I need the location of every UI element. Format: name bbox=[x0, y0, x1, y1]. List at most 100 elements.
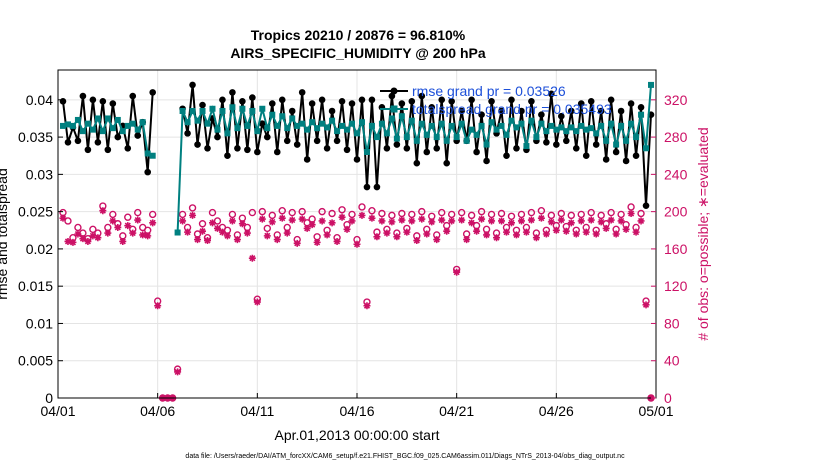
obs-evaluated-mark bbox=[318, 217, 326, 225]
obs-evaluated-mark bbox=[213, 224, 221, 232]
obs-evaluated-mark bbox=[348, 217, 356, 225]
obs-evaluated-point bbox=[587, 216, 595, 224]
rmse-point bbox=[264, 133, 271, 141]
obs-possible-point bbox=[557, 209, 566, 218]
obs-evaluated-mark bbox=[189, 211, 197, 219]
left-tick-label: 0.02 bbox=[26, 241, 53, 257]
obs-possible-point bbox=[258, 207, 267, 216]
totalspread-point bbox=[413, 137, 420, 144]
obs-evaluated-point bbox=[114, 223, 122, 231]
rmse-point bbox=[94, 139, 102, 146]
obs-possible-point bbox=[408, 210, 416, 219]
obs-evaluated-mark bbox=[199, 227, 207, 235]
obs-evaluated-mark bbox=[363, 302, 371, 310]
obs-evaluated-point bbox=[233, 236, 241, 244]
obs-evaluated-mark bbox=[542, 230, 550, 238]
totalspread-point bbox=[214, 126, 221, 133]
legend: rmse grand pr = 0.03526 totalspread gran… bbox=[380, 83, 612, 117]
right-y-axis: 0 40 80 120 160 200 240 280 320 bbox=[651, 92, 688, 406]
obs-evaluated-point bbox=[547, 218, 555, 226]
totalspread-point bbox=[623, 137, 630, 144]
rmse-point bbox=[373, 183, 381, 191]
totalspread-point bbox=[64, 121, 71, 128]
totalspread-point bbox=[264, 125, 271, 132]
rmse-point bbox=[543, 139, 550, 146]
obs-evaluated-point bbox=[478, 215, 486, 223]
rmse-point bbox=[323, 144, 331, 152]
obs-evaluated-point bbox=[174, 368, 182, 376]
rmse-point bbox=[513, 144, 520, 152]
totalspread-point bbox=[339, 122, 346, 129]
x-axis: 04/01 04/06 04/11 04/16 04/21 04/26 05/01 bbox=[40, 393, 674, 419]
obs-evaluated-point bbox=[258, 215, 266, 223]
totalspread-point bbox=[194, 117, 201, 124]
totalspread-point bbox=[533, 134, 540, 141]
totalspread-point bbox=[134, 126, 141, 133]
obs-evaluated-point bbox=[268, 218, 276, 226]
obs-evaluated-point bbox=[223, 232, 231, 240]
obs-evaluated-mark bbox=[423, 230, 431, 238]
totalspread-point bbox=[229, 104, 236, 111]
right-tick-label: 240 bbox=[664, 166, 688, 182]
obs-evaluated-mark bbox=[74, 230, 82, 238]
totalspread-point bbox=[344, 126, 351, 133]
totalspread-point bbox=[593, 130, 600, 137]
totalspread-point bbox=[543, 128, 550, 135]
obs-evaluated-mark bbox=[642, 301, 650, 309]
totalspread-point bbox=[334, 128, 341, 135]
obs-evaluated-mark bbox=[498, 217, 506, 225]
obs-evaluated-mark bbox=[552, 226, 560, 234]
obs-evaluated-point bbox=[278, 214, 286, 222]
obs-evaluated-mark bbox=[124, 222, 132, 230]
obs-evaluated-point bbox=[517, 217, 525, 225]
totalspread-point bbox=[329, 117, 336, 124]
totalspread-point bbox=[219, 108, 226, 114]
totalspread-point bbox=[239, 105, 246, 112]
obs-evaluated-point bbox=[368, 214, 376, 222]
obs-possible-point bbox=[577, 210, 585, 219]
legend-rmse-marker bbox=[390, 87, 398, 95]
obs-evaluated-mark bbox=[313, 238, 321, 246]
totalspread-point bbox=[289, 115, 296, 122]
rmse-point bbox=[363, 183, 371, 191]
totalspread-point bbox=[304, 126, 311, 133]
totalspread-point bbox=[463, 137, 470, 144]
totalspread-point bbox=[598, 122, 605, 129]
obs-evaluated-point bbox=[592, 230, 600, 238]
obs-evaluated-point bbox=[89, 232, 97, 240]
obs-evaluated-point bbox=[468, 219, 476, 227]
totalspread-point bbox=[363, 149, 370, 155]
rmse-point bbox=[273, 148, 281, 156]
rmse-point bbox=[563, 137, 570, 145]
right-tick-label: 200 bbox=[664, 204, 688, 220]
totalspread-point bbox=[114, 116, 121, 123]
x-tick-label: 04/11 bbox=[240, 403, 274, 419]
obs-evaluated-point bbox=[383, 229, 391, 237]
obs-evaluated-point bbox=[637, 217, 645, 225]
obs-evaluated-mark bbox=[597, 218, 605, 226]
totalspread-point bbox=[358, 119, 365, 126]
totalspread-point bbox=[498, 122, 505, 129]
x-tick-label: 04/01 bbox=[40, 403, 75, 419]
obs-evaluated-mark bbox=[323, 231, 331, 239]
totalspread-point bbox=[299, 120, 306, 127]
x-tick-label: 04/16 bbox=[339, 403, 374, 419]
rmse-point bbox=[254, 148, 261, 156]
rmse-point bbox=[288, 107, 296, 115]
rmse-point bbox=[448, 98, 455, 105]
obs-evaluated-point bbox=[204, 237, 211, 245]
obs-evaluated-mark bbox=[253, 298, 261, 306]
legend-totalspread-label: totalspread grand pr = 0.035493 bbox=[412, 101, 612, 117]
obs-possible-point bbox=[607, 208, 615, 217]
obs-possible-point bbox=[348, 210, 356, 219]
obs-evaluated-point bbox=[448, 217, 456, 225]
rmse-point bbox=[438, 96, 446, 104]
obs-evaluated-point bbox=[552, 226, 560, 234]
obs-evaluated-mark bbox=[398, 216, 406, 224]
obs-possible-point bbox=[188, 204, 197, 212]
obs-evaluated-mark bbox=[418, 215, 426, 223]
totalspread-point bbox=[234, 125, 241, 132]
totalspread-point bbox=[294, 122, 301, 129]
obs-possible-point bbox=[228, 210, 237, 219]
right-tick-label: 280 bbox=[664, 129, 688, 145]
